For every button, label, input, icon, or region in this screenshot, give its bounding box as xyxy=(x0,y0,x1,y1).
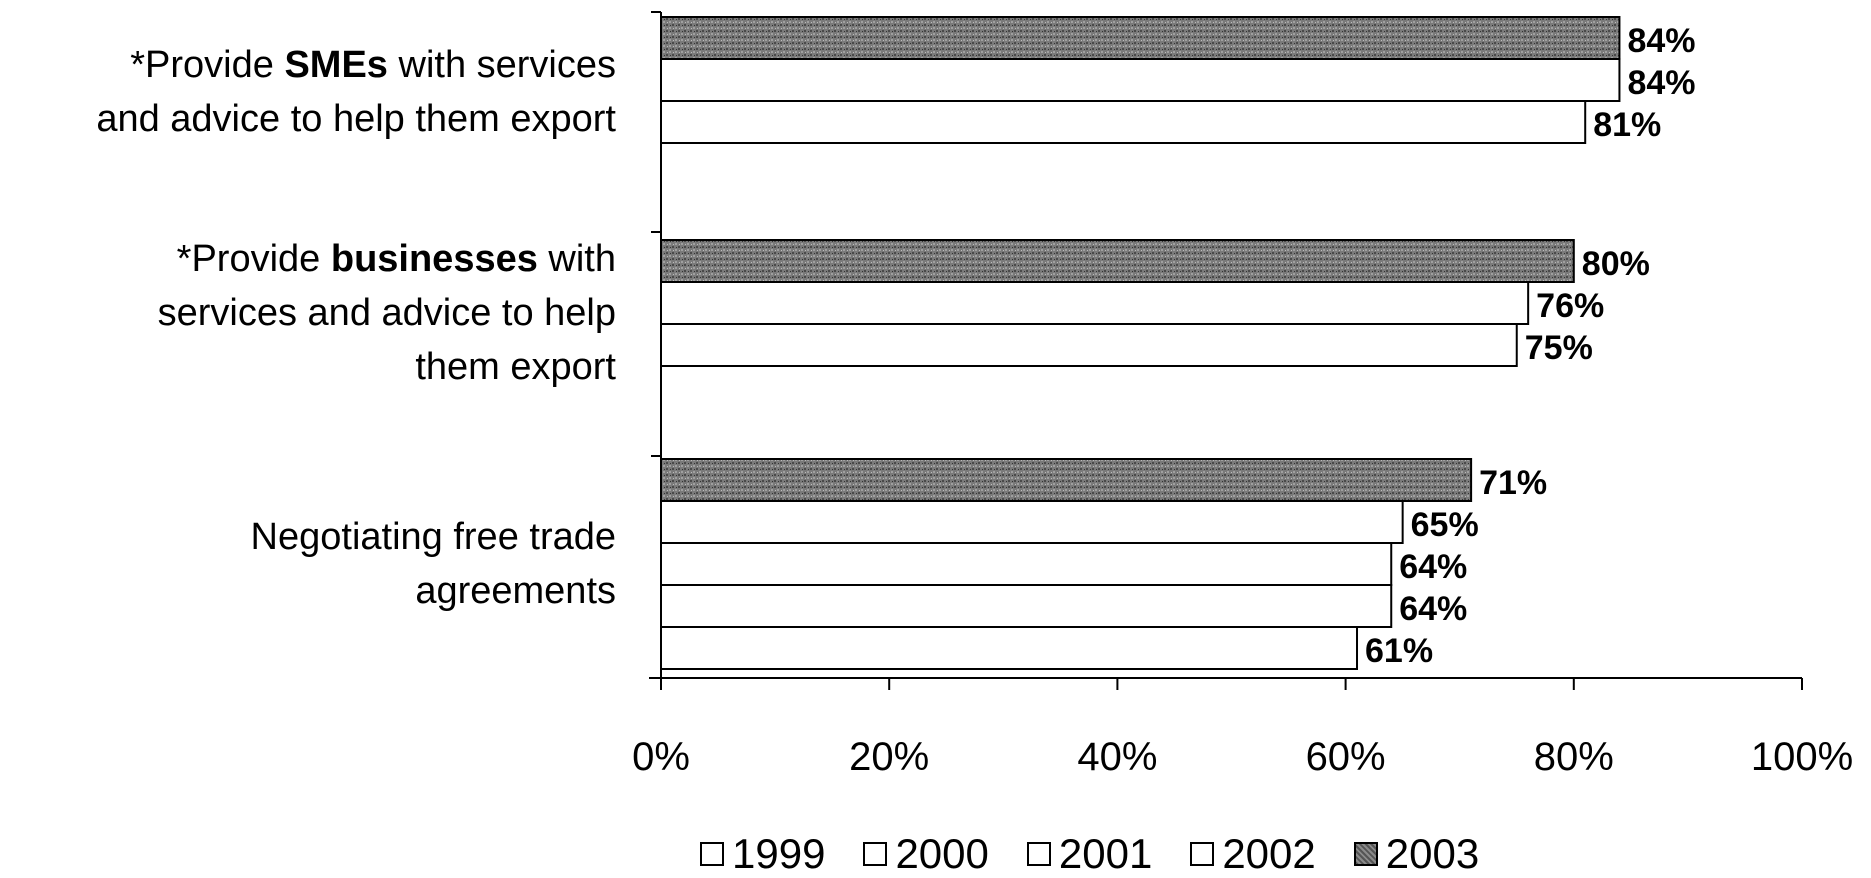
bar-2000 xyxy=(660,584,1393,628)
data-label: 84% xyxy=(1627,64,1695,102)
legend-item-2002: 2002 xyxy=(1190,830,1316,878)
legend-item-2000: 2000 xyxy=(863,830,989,878)
legend-label: 2003 xyxy=(1385,830,1480,877)
legend: 1999 2000 2001 2002 2003 xyxy=(700,830,1479,878)
data-label: 71% xyxy=(1479,464,1547,502)
data-label: 76% xyxy=(1536,287,1604,325)
data-label: 81% xyxy=(1593,106,1661,144)
bar-1999 xyxy=(660,626,1359,670)
bar-2002 xyxy=(660,281,1530,325)
legend-label: 2002 xyxy=(1222,830,1316,877)
legend-swatch xyxy=(1353,842,1378,866)
category-label: *Provide SMEs with services and advice to… xyxy=(96,44,616,140)
bar-2002 xyxy=(660,500,1404,544)
axes: 0% 20% 40% 60% 80% 100% xyxy=(632,11,1853,779)
x-tick-label: 40% xyxy=(1077,735,1157,779)
legend-item-1999: 1999 xyxy=(700,830,825,878)
x-tick-label: 0% xyxy=(632,735,690,779)
bar-2001 xyxy=(660,323,1518,367)
legend-label: 1999 xyxy=(732,830,826,877)
data-label: 80% xyxy=(1582,245,1650,283)
x-tick-label: 60% xyxy=(1306,735,1386,779)
legend-item-2001: 2001 xyxy=(1026,830,1153,878)
bar-2001 xyxy=(660,542,1393,586)
legend-swatch xyxy=(700,842,724,866)
category-label: Negotiating free trade agreements xyxy=(250,516,616,612)
legend-swatch xyxy=(863,842,888,866)
bar-2003 xyxy=(660,458,1473,502)
data-label: 61% xyxy=(1365,632,1433,670)
data-label: 64% xyxy=(1399,590,1467,628)
x-tick-label: 100% xyxy=(1751,735,1853,779)
bar-2003 xyxy=(660,239,1575,283)
legend-item-2003: 2003 xyxy=(1353,830,1480,878)
data-label: 64% xyxy=(1399,548,1467,586)
x-tick-label: 80% xyxy=(1534,735,1614,779)
bars xyxy=(660,16,1621,670)
legend-label: 2001 xyxy=(1058,830,1153,877)
bar-2001 xyxy=(660,100,1587,144)
data-label: 75% xyxy=(1525,329,1593,367)
data-label: 65% xyxy=(1411,506,1479,544)
data-label: 84% xyxy=(1627,22,1695,60)
legend-swatch xyxy=(1026,842,1051,866)
x-tick-label: 20% xyxy=(849,735,929,779)
legend-swatch xyxy=(1190,842,1215,866)
legend-label: 2000 xyxy=(895,830,989,877)
value-labels: 84% 84% 81% 80% 76% 75% 71%65% 64% 64% 61% xyxy=(1365,22,1695,670)
bar-2003 xyxy=(660,16,1621,60)
category-label: *Provide businesses with services and adv… xyxy=(157,238,616,388)
bar-2002 xyxy=(660,58,1621,102)
